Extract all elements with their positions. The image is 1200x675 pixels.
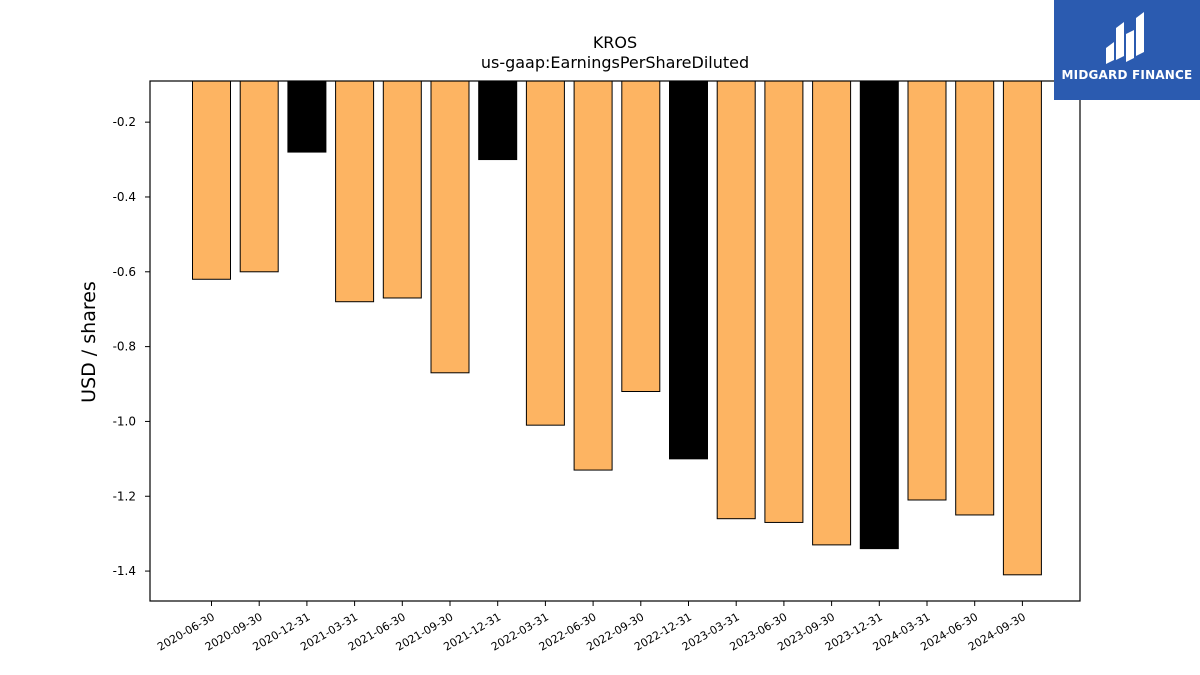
y-tick-label: -1.0 bbox=[113, 414, 136, 428]
y-tick-label: -0.8 bbox=[113, 340, 136, 354]
x-axis-ticks: 2020-06-302020-09-302020-12-312021-03-31… bbox=[155, 601, 1028, 654]
y-axis-label: USD / shares bbox=[78, 281, 100, 403]
chart-title: KROS bbox=[593, 33, 637, 52]
y-tick-label: -1.2 bbox=[113, 489, 136, 503]
bar-2022-03-31 bbox=[525, 80, 565, 426]
plot-frame bbox=[149, 80, 1081, 602]
logo-mark-icon bbox=[1106, 12, 1144, 64]
y-axis-ticks: -0.2 -0.4 -0.6 -0.8 -1.0 -1.2 -1.4 bbox=[113, 115, 150, 578]
company-logo: MIDGARD FINANCE bbox=[1054, 0, 1200, 100]
bar-2024-09-30 bbox=[1002, 80, 1042, 576]
bar-2020-09-30 bbox=[239, 80, 279, 273]
bar-series bbox=[192, 80, 1042, 576]
bar-2023-03-31 bbox=[716, 80, 756, 520]
logo-text: MIDGARD FINANCE bbox=[1061, 68, 1193, 82]
bar-2020-12-31 bbox=[287, 80, 327, 153]
bar-2020-06-30 bbox=[192, 80, 231, 280]
y-tick-label: -0.2 bbox=[113, 115, 136, 129]
bar-2024-06-30 bbox=[955, 80, 995, 516]
bar-2023-09-30 bbox=[812, 80, 852, 546]
bar-2021-03-31 bbox=[335, 80, 375, 303]
bar-2022-06-30 bbox=[573, 80, 613, 471]
bar-2024-03-31 bbox=[907, 80, 947, 501]
bar-2023-12-31 bbox=[859, 80, 899, 550]
y-tick-label: -1.4 bbox=[113, 564, 136, 578]
bar-2022-12-31 bbox=[669, 80, 708, 460]
y-tick-label: -0.4 bbox=[113, 190, 136, 204]
bar-2021-06-30 bbox=[382, 80, 422, 299]
bar-2021-09-30 bbox=[430, 80, 470, 374]
y-tick-label: -0.6 bbox=[113, 265, 136, 279]
chart-subtitle: us-gaap:EarningsPerShareDiluted bbox=[481, 53, 749, 72]
bar-2023-06-30 bbox=[764, 80, 804, 523]
bar-2021-12-31 bbox=[478, 80, 518, 161]
bar-2022-09-30 bbox=[621, 80, 661, 393]
